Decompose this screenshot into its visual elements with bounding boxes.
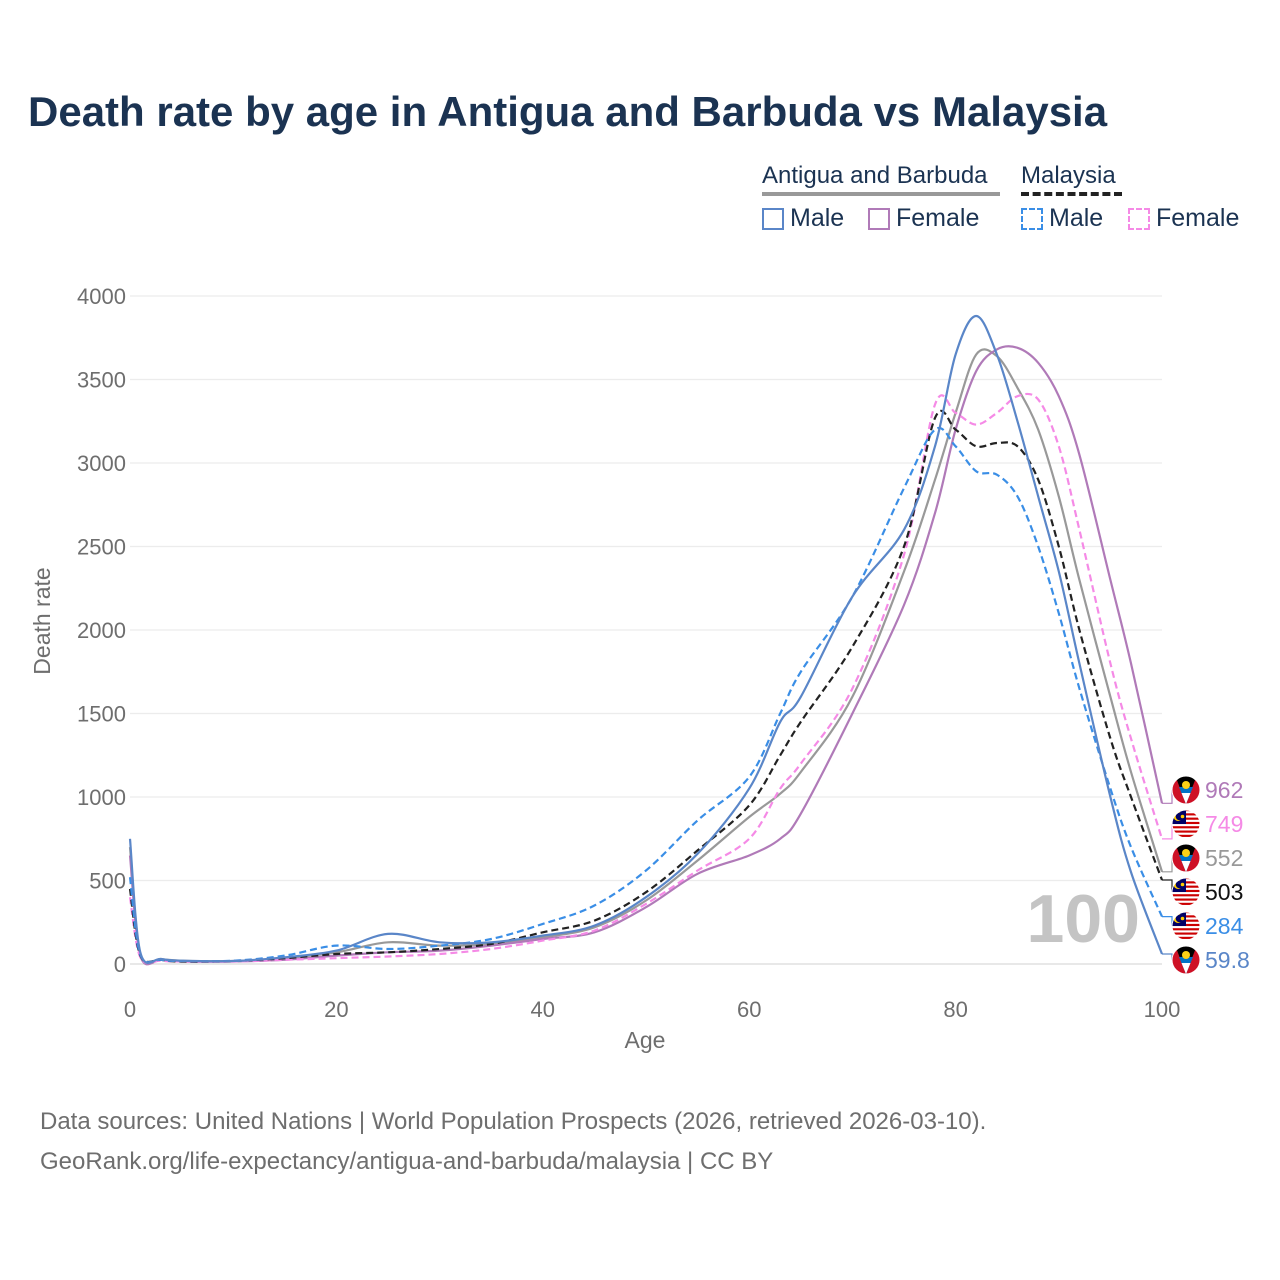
legend-my-female-label: Female	[1156, 204, 1240, 232]
y-tick-4000: 4000	[77, 284, 126, 309]
death-rate-chart: 0 500 1000 1500 2000 2500 3000 3500 4000 0 20 40 60…	[29, 284, 1250, 1053]
end-connector-my_female	[1162, 824, 1173, 840]
malaysia-flag-icon	[1171, 911, 1201, 941]
legend-group-antigua[interactable]: Antigua and Barbuda	[762, 162, 988, 190]
x-tick-40: 40	[531, 997, 555, 1022]
legend-malaysia-line	[1021, 192, 1122, 196]
antigua-flag-icon	[1171, 945, 1201, 975]
series-line-ag_female[interactable]	[128, 345, 1164, 966]
x-tick-60: 60	[737, 997, 761, 1022]
end-connector-ag_male	[1162, 953, 1173, 960]
x-tick-80: 80	[943, 997, 967, 1022]
antigua-flag-icon	[1171, 843, 1201, 873]
legend-group-antigua-label: Antigua and Barbuda	[762, 162, 988, 189]
end-connector-my_male	[1162, 915, 1173, 926]
y-tick-labels: 0 500 1000 1500 2000 2500 3000 3500 4000	[77, 284, 126, 977]
legend-ag-male[interactable]: Male	[762, 204, 844, 233]
legend-antigua-line	[762, 192, 1000, 196]
legend-my-female[interactable]: Female	[1128, 204, 1239, 233]
end-connector-ag_female	[1162, 790, 1173, 804]
malaysia-flag-icon	[1171, 877, 1201, 907]
y-tick-2500: 2500	[77, 535, 126, 560]
x-tick-20: 20	[324, 997, 348, 1022]
series-line-my_male[interactable]	[128, 426, 1164, 964]
series-line-my_total[interactable]	[128, 409, 1164, 964]
legend-ag-female-swatch	[868, 207, 890, 230]
end-connector-ag_total	[1162, 858, 1173, 873]
legend-ag-male-swatch	[762, 207, 784, 230]
end-label-ag_female: 962	[1205, 777, 1243, 803]
y-tick-1000: 1000	[77, 785, 126, 810]
legend-my-male-label: Male	[1049, 204, 1104, 232]
y-tick-2000: 2000	[77, 618, 126, 643]
legend-ag-female-label: Female	[896, 204, 980, 232]
x-axis-label: Age	[625, 1027, 666, 1053]
antigua-flag-icon	[1171, 775, 1201, 805]
end-label-my_total: 503	[1205, 879, 1243, 905]
y-tick-1500: 1500	[77, 702, 126, 727]
legend-my-male[interactable]: Male	[1021, 204, 1103, 233]
end-label-my_male: 284	[1205, 913, 1244, 939]
legend-my-female-swatch	[1128, 207, 1150, 230]
x-tick-0: 0	[124, 997, 136, 1022]
x-tick-100: 100	[1144, 997, 1181, 1022]
source-line-2[interactable]: GeoRank.org/life-expectancy/antigua-and-…	[40, 1148, 774, 1175]
end-labels: 962 749 552 503 284 59.8	[1171, 775, 1250, 975]
legend-group-malaysia[interactable]: Malaysia	[1021, 162, 1116, 190]
legend-ag-female[interactable]: Female	[868, 204, 979, 233]
y-tick-0: 0	[114, 952, 126, 977]
legend-my-male-swatch	[1021, 207, 1043, 230]
malaysia-flag-icon	[1171, 809, 1201, 839]
y-axis-label: Death rate	[29, 567, 55, 674]
source-line-1: Data sources: United Nations | World Pop…	[40, 1108, 987, 1135]
grid-layer	[130, 295, 1162, 965]
legend-group-malaysia-label: Malaysia	[1021, 162, 1116, 189]
end-label-my_female: 749	[1205, 811, 1243, 837]
x-tick-labels: 0 20 40 60 80 100	[124, 997, 1180, 1022]
y-tick-500: 500	[89, 869, 126, 894]
end-connector-my_total	[1162, 879, 1173, 892]
y-tick-3500: 3500	[77, 368, 126, 393]
year-label: 100	[1027, 881, 1140, 957]
end-label-ag_male: 59.8	[1205, 947, 1250, 973]
series-line-my_female[interactable]	[128, 392, 1164, 964]
chart-title: Death rate by age in Antigua and Barbuda…	[28, 88, 1108, 135]
end-label-ag_total: 552	[1205, 845, 1243, 871]
legend-ag-male-label: Male	[790, 204, 845, 232]
series-line-ag_male[interactable]	[128, 314, 1164, 964]
series-layer	[128, 314, 1164, 966]
end-connectors	[1162, 790, 1173, 960]
y-tick-3000: 3000	[77, 451, 126, 476]
